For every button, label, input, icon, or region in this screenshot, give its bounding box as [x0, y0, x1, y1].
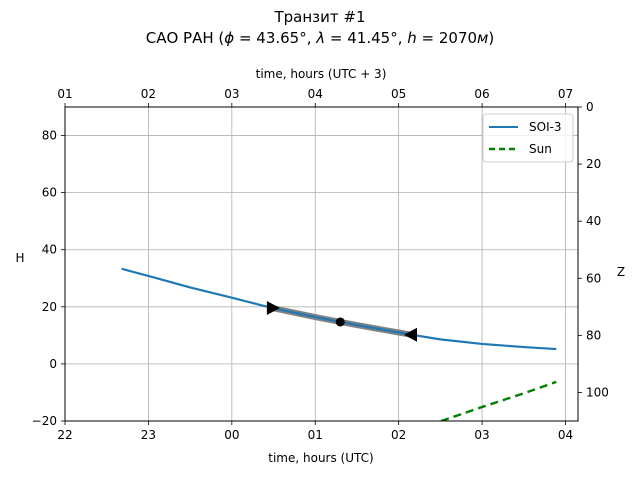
transit-start-marker [266, 300, 280, 315]
y-right-tick-label: 0 [586, 100, 594, 114]
y-right-axis-label: Z [617, 265, 625, 279]
x-top-tick-label: 07 [558, 87, 573, 101]
y-tick-label: 80 [42, 129, 57, 143]
transit-end-marker [404, 327, 418, 342]
y-tick-label: 20 [42, 300, 57, 314]
x-tick-label: 00 [224, 428, 239, 442]
x-tick-label: 04 [558, 428, 573, 442]
legend-label-sun: Sun [529, 142, 552, 156]
x-top-tick-label: 05 [391, 87, 406, 101]
chart-title: Транзит #1 [273, 8, 365, 26]
x-axis-label: time, hours (UTC) [268, 451, 373, 465]
ticks: 22 01 23 02 00 03 01 04 02 05 03 06 04 07 −20 0 20 40 60 80… [32, 87, 609, 442]
x-tick-label: 22 [57, 428, 72, 442]
y-tick-label: 0 [49, 357, 57, 371]
x-top-tick-label: 03 [224, 87, 239, 101]
legend-label-soi3: SOI-3 [529, 120, 562, 134]
x-tick-label: 03 [474, 428, 489, 442]
x-top-axis-label: time, hours (UTC + 3) [256, 67, 387, 81]
series-line-soi-3 [121, 267, 557, 351]
x-top-tick-label: 04 [308, 87, 323, 101]
y-tick-label: 40 [42, 243, 57, 257]
series-line-sun [440, 380, 557, 421]
plot-frame [64, 106, 579, 422]
x-top-tick-label: 06 [474, 87, 489, 101]
y-axis-label: H [15, 251, 24, 265]
y-tick-label: 60 [42, 186, 57, 200]
grid [64, 107, 578, 421]
x-top-tick-label: 01 [57, 87, 72, 101]
y-tick-label: −20 [32, 414, 57, 428]
y-right-tick-label: 20 [586, 157, 601, 171]
x-tick-label: 23 [141, 428, 156, 442]
x-top-tick-label: 02 [141, 87, 156, 101]
y-right-tick-label: 40 [586, 214, 601, 228]
series-layer [121, 267, 557, 421]
y-right-tick-label: 80 [586, 328, 601, 342]
x-tick-label: 02 [391, 428, 406, 442]
x-tick-label: 01 [308, 428, 323, 442]
transit-mid-marker [335, 317, 345, 327]
y-right-tick-label: 60 [586, 271, 601, 285]
chart-subtitle: САО РАН (ϕ = 43.65°, λ = 41.45°, h = 207… [146, 29, 494, 47]
y-right-tick-label: 100 [586, 385, 609, 399]
legend: SOI-3 Sun [482, 113, 574, 163]
